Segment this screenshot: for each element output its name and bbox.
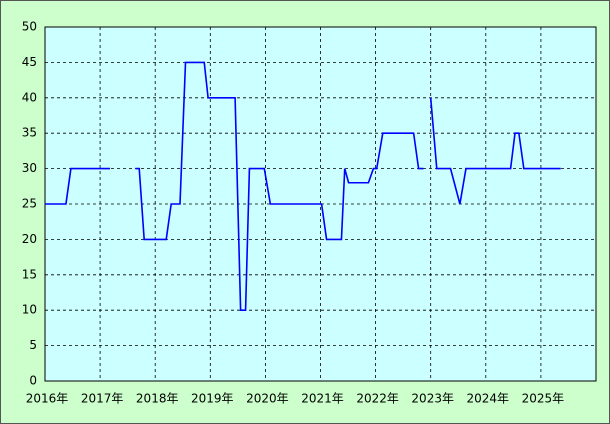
x-tick-label: 2023年 bbox=[411, 392, 454, 406]
x-tick-label: 2021年 bbox=[301, 392, 344, 406]
x-tick-label: 2017年 bbox=[81, 392, 124, 406]
y-tick-label: 45 bbox=[22, 55, 37, 69]
y-tick-label: 30 bbox=[22, 161, 37, 175]
x-tick-label: 2020年 bbox=[246, 392, 289, 406]
x-tick-label: 2016年 bbox=[26, 392, 69, 406]
y-tick-label: 15 bbox=[22, 267, 37, 281]
y-tick-label: 10 bbox=[22, 303, 37, 317]
y-tick-label: 40 bbox=[22, 90, 37, 104]
x-tick-label: 2022年 bbox=[356, 392, 399, 406]
x-tick-label: 2019年 bbox=[191, 392, 234, 406]
y-tick-label: 50 bbox=[22, 20, 37, 34]
x-tick-label: 2024年 bbox=[467, 392, 510, 406]
x-tick-label: 2018年 bbox=[136, 392, 179, 406]
data-line bbox=[45, 61, 561, 311]
y-tick-label: 35 bbox=[22, 126, 37, 140]
y-tick-label: 5 bbox=[29, 338, 37, 352]
y-tick-label: 25 bbox=[22, 197, 37, 211]
y-tick-label: 0 bbox=[29, 374, 37, 388]
y-tick-label: 20 bbox=[22, 232, 37, 246]
x-tick-label: 2025年 bbox=[522, 392, 565, 406]
